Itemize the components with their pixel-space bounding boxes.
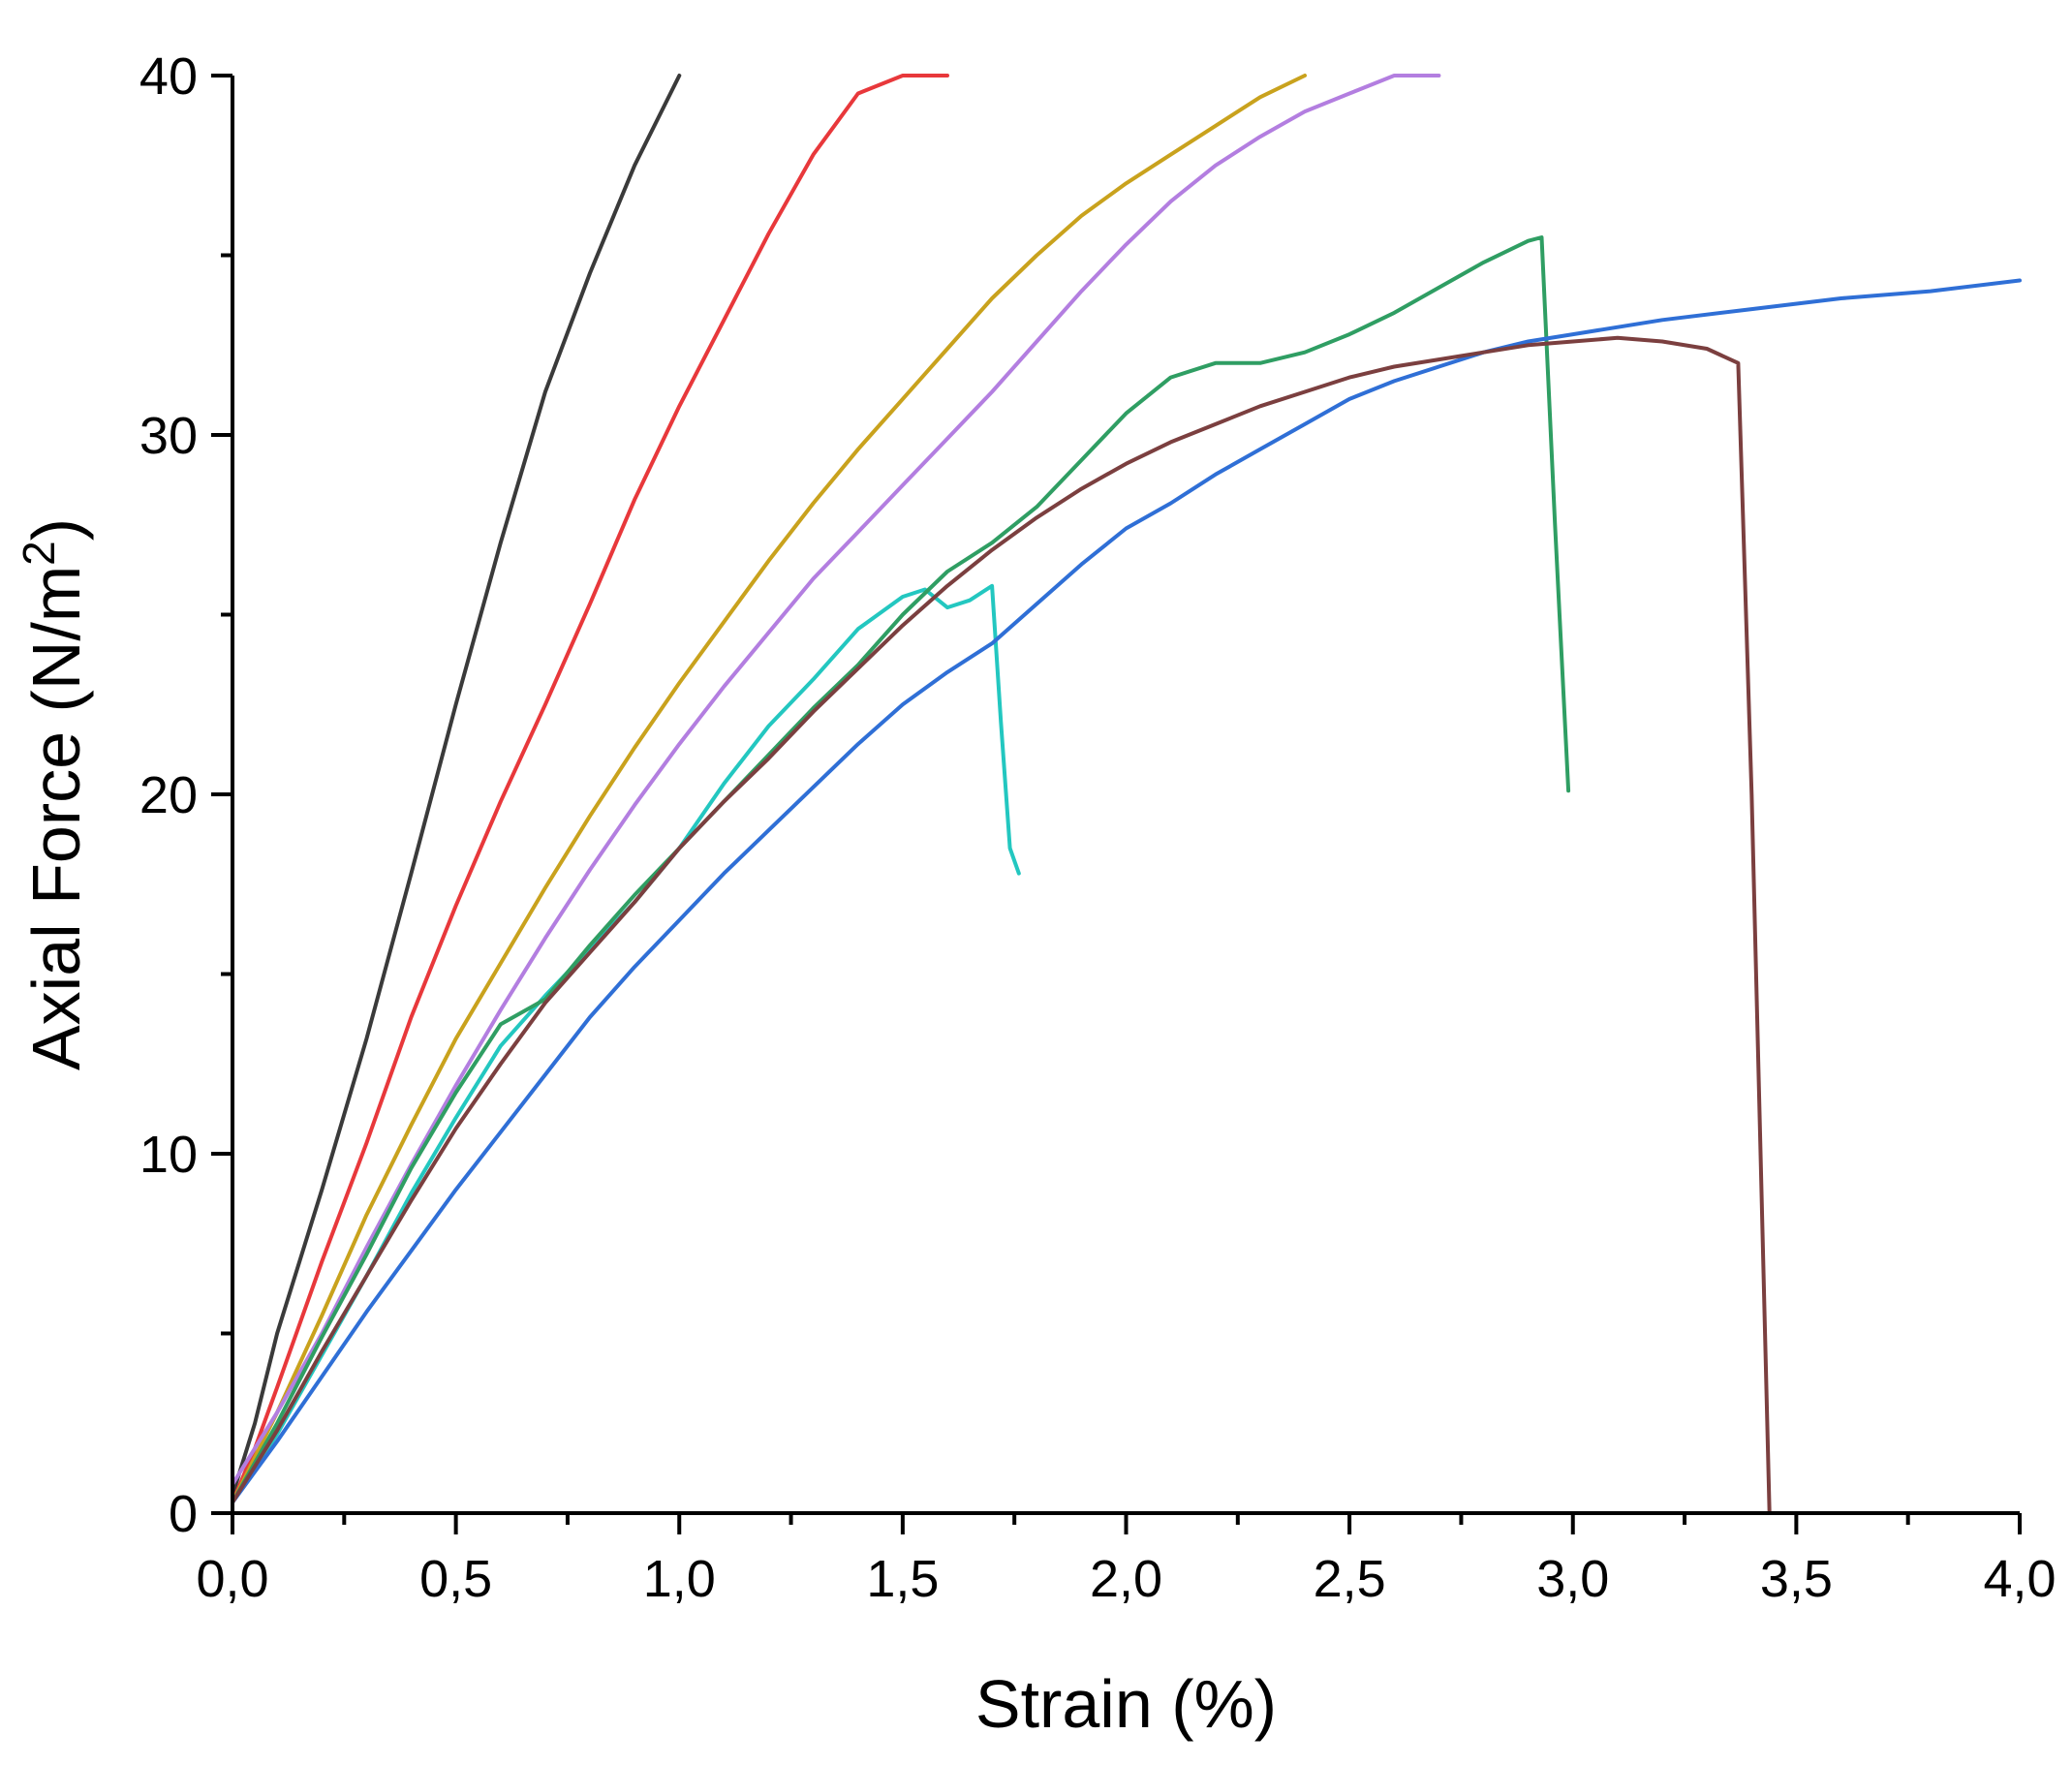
series-line-4 — [232, 74, 1441, 1487]
y-tick-label: 30 — [139, 407, 198, 465]
y-tick-label: 10 — [139, 1126, 198, 1184]
x-tick-label: 3,5 — [1760, 1550, 1833, 1608]
x-tick-label: 1,5 — [866, 1550, 939, 1608]
axes: 0,0 0,5 1,0 1,5 2,0 2,5 3,0 3,5 4,0 0 10 20 30 40 — [139, 47, 2057, 1608]
y-ticks: 0 10 20 30 40 — [139, 47, 232, 1543]
series-lines — [232, 74, 2022, 1513]
x-axis-title: Strain (%) — [975, 1666, 1277, 1742]
y-axis-title-superscript: 2 — [14, 541, 64, 566]
y-tick-label: 0 — [169, 1485, 198, 1543]
x-tick-label: 2,0 — [1090, 1550, 1162, 1608]
series-line-8 — [232, 335, 1772, 1513]
y-tick-label: 20 — [139, 766, 198, 824]
y-axis-title-close: ) — [18, 518, 94, 541]
series-line-1 — [232, 74, 682, 1498]
series-line-2 — [232, 74, 949, 1504]
y-axis-title-main: Axial Force (N/m — [18, 566, 94, 1070]
x-tick-label: 0,0 — [196, 1550, 268, 1608]
series-line-6 — [232, 235, 1571, 1504]
series-line-3 — [232, 74, 1307, 1504]
y-tick-label: 40 — [139, 47, 198, 106]
y-axis-title: Axial Force (N/m2) — [14, 518, 94, 1070]
x-ticks: 0,0 0,5 1,0 1,5 2,0 2,5 3,0 3,5 4,0 — [196, 1513, 2057, 1608]
series-line-7 — [232, 278, 2022, 1504]
x-tick-label: 4,0 — [1983, 1550, 2056, 1608]
x-tick-label: 2,5 — [1314, 1550, 1386, 1608]
series-line-5 — [232, 583, 1021, 1504]
x-tick-label: 0,5 — [419, 1550, 492, 1608]
x-tick-label: 3,0 — [1536, 1550, 1609, 1608]
x-tick-label: 1,0 — [643, 1550, 716, 1608]
